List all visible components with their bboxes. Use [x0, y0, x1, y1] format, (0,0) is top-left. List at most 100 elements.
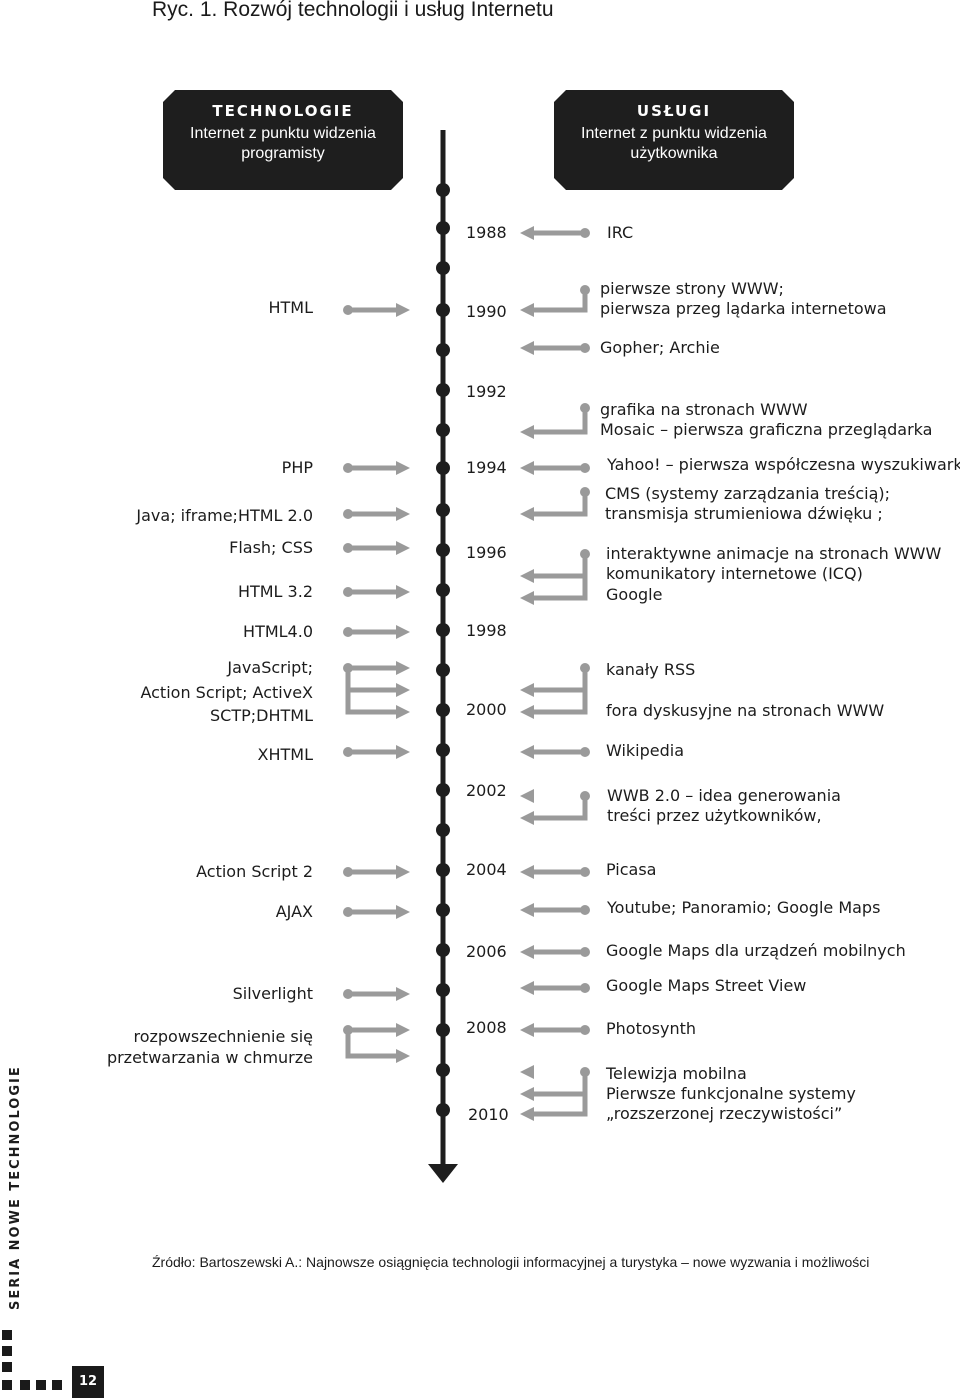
services-heading: USŁUGI — [636, 102, 712, 120]
service-arrow-head — [520, 303, 534, 317]
year-label: 2000 — [466, 700, 507, 719]
service-label: Telewizja mobilna — [606, 1064, 747, 1083]
service-label: Pierwsze funkcjonalne systemy — [606, 1084, 856, 1103]
service-bracket-end — [580, 791, 590, 801]
tech-arrow-head — [396, 1049, 410, 1063]
service-arrow-tail — [580, 947, 590, 957]
technology-label: XHTML — [257, 745, 313, 764]
service-arrow-head — [520, 865, 534, 879]
source-note: Źródło: Bartoszewski A.: Najnowsze osiąg… — [152, 1254, 870, 1270]
tech-arrow-tail — [343, 867, 353, 877]
technology-label: AJAX — [275, 902, 313, 921]
service-bracket — [532, 290, 588, 313]
timeline-node — [436, 943, 450, 957]
tech-arrow-tail — [343, 627, 353, 637]
service-arrow-head — [520, 569, 534, 583]
tech-bracket-end — [343, 663, 353, 673]
service-bracket-end — [580, 403, 590, 413]
service-arrow-head — [520, 1087, 534, 1101]
service-label: CMS (systemy zarządzania treścią); — [605, 484, 891, 503]
timeline-node — [436, 903, 450, 917]
service-label: WWB 2.0 – idea generowania — [607, 786, 841, 805]
service-label: treści przez użytkowników, — [607, 806, 822, 825]
year-label: 2004 — [466, 860, 507, 879]
service-label: IRC — [607, 223, 634, 242]
decor-square — [52, 1380, 62, 1390]
service-arrow-head — [520, 981, 534, 995]
service-label: pierwsze strony WWW; — [600, 279, 784, 298]
tech-arrow-head — [396, 905, 410, 919]
technology-label: Flash; CSS — [229, 538, 313, 557]
service-arrow-tail — [580, 463, 590, 473]
timeline-node — [436, 823, 450, 837]
service-label: pierwsza przeg lądarka internetowa — [600, 299, 887, 318]
tech-arrow-head — [396, 625, 410, 639]
service-label: Gopher; Archie — [600, 338, 720, 357]
year-label: 1990 — [466, 302, 507, 321]
timeline-node — [436, 1103, 450, 1117]
service-arrow-tail — [580, 343, 590, 353]
tech-arrow-tail — [343, 907, 353, 917]
tech-arrow-tail — [343, 747, 353, 757]
tech-bracket-end — [343, 1025, 353, 1035]
tech-arrow-head — [396, 987, 410, 1001]
year-label: 2008 — [466, 1018, 507, 1037]
technology-label: JavaScript; — [227, 658, 313, 677]
year-label: 2006 — [466, 942, 507, 961]
technology-label: HTML 3.2 — [237, 582, 313, 601]
timeline-node — [436, 983, 450, 997]
decor-square — [2, 1380, 12, 1390]
service-label: Google — [606, 585, 663, 604]
service-label: Youtube; Panoramio; Google Maps — [607, 898, 881, 917]
service-arrow-head — [520, 903, 534, 917]
tech-arrow-head — [396, 585, 410, 599]
service-arrow-head — [520, 341, 534, 355]
timeline-node — [436, 221, 450, 235]
timeline-node — [436, 261, 450, 275]
service-arrow-head — [520, 1065, 534, 1079]
service-bracket-end — [580, 285, 590, 295]
service-label: transmisja strumieniowa dźwięku ; — [605, 504, 883, 523]
service-label: Mosaic – pierwsza graficzna przeglądarka — [600, 420, 933, 439]
timeline-node — [436, 343, 450, 357]
service-label: „rozszerzonej rzeczywistości” — [606, 1104, 843, 1123]
service-label: interaktywne animacje na stronach WWW — [606, 544, 942, 563]
services-box: USŁUGI Internet z punktu widzenia użytko… — [554, 90, 794, 190]
tech-arrow-tail — [343, 305, 353, 315]
page-number: 12 — [72, 1366, 104, 1398]
service-bracket — [532, 408, 588, 435]
tech-arrow-tail — [343, 587, 353, 597]
service-label: fora dyskusyjne na stronach WWW — [606, 701, 885, 720]
tech-arrow-head — [396, 683, 410, 697]
technology-label: HTML — [268, 298, 313, 317]
service-bracket-end — [580, 487, 590, 497]
service-bracket-end — [580, 1067, 590, 1077]
tech-arrow-tail — [343, 463, 353, 473]
services-subtitle: Internet z punktu widzenia użytkownika — [581, 125, 767, 162]
service-arrow-head — [520, 461, 534, 475]
service-arrow-head — [520, 683, 534, 697]
timeline-arrowhead — [428, 1164, 458, 1183]
decor-square — [20, 1380, 30, 1390]
decor-square — [2, 1362, 12, 1372]
technology-label: Silverlight — [232, 984, 313, 1003]
service-arrow-head — [520, 811, 534, 825]
sidebar-label: SERIA NOWE TECHNOLOGIE — [8, 1065, 23, 1310]
tech-bracket — [345, 668, 398, 715]
timeline-node — [436, 663, 450, 677]
service-label: Photosynth — [606, 1019, 696, 1038]
service-label: Google Maps dla urządzeń mobilnych — [606, 941, 906, 960]
service-arrow-head — [520, 226, 534, 240]
service-arrow-tail — [580, 983, 590, 993]
tech-arrow-tail — [343, 543, 353, 553]
timeline-node — [436, 303, 450, 317]
timeline-node — [436, 1063, 450, 1077]
service-bracket — [532, 554, 588, 601]
timeline-node — [436, 461, 450, 475]
decor-square — [36, 1380, 46, 1390]
service-arrow-head — [520, 507, 534, 521]
timeline-node — [436, 423, 450, 437]
tech-arrow-head — [396, 303, 410, 317]
service-arrow-head — [520, 1023, 534, 1037]
